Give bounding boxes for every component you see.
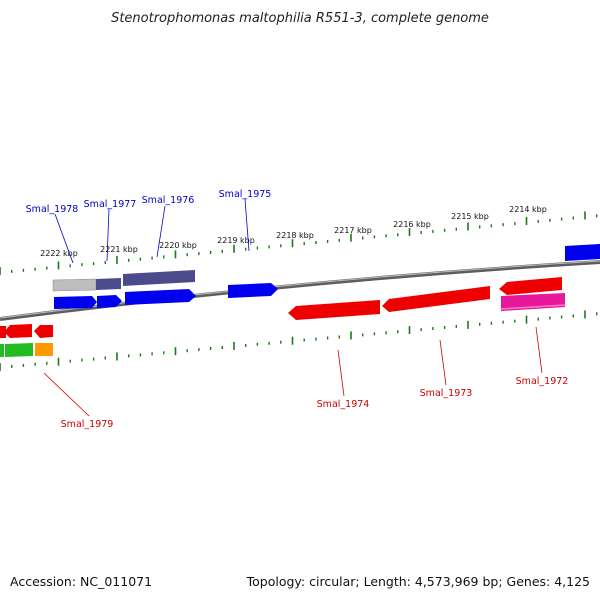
- gene-label-smal-1977[interactable]: Smal_1977: [84, 199, 137, 210]
- kbp-label-2222: 2222 kbp: [40, 249, 78, 258]
- cds-smal-1975[interactable]: [228, 283, 278, 298]
- gene-smal-1972-feature-shade: [500, 304, 566, 310]
- callout-line-smal-1972: [535, 326, 543, 374]
- callout-line-smal-1974: [337, 349, 345, 397]
- kbp-label-2218: 2218 kbp: [276, 231, 314, 240]
- kbp-label-2216: 2216 kbp: [393, 220, 431, 229]
- upper-tick-row: [0, 211, 598, 275]
- callout-line-smal-1973: [439, 339, 447, 386]
- gene-left-edge-green[interactable]: [0, 344, 4, 357]
- gene-label-smal-1978[interactable]: Smal_1978: [26, 204, 79, 215]
- gene-label-smal-1974[interactable]: Smal_1974: [317, 399, 370, 410]
- cds-smal-1977[interactable]: [97, 295, 122, 308]
- gene-smal-1977-feature[interactable]: [96, 278, 121, 290]
- cds-left-edge-1[interactable]: [0, 326, 6, 338]
- callout-line-smal-1975: [244, 198, 250, 252]
- kbp-label-2221: 2221 kbp: [100, 245, 138, 254]
- lower-tick-row: [0, 310, 598, 371]
- callout-line-smal-1976: [156, 205, 166, 258]
- kbp-label-2219: 2219 kbp: [217, 236, 255, 245]
- gene-orange-feature[interactable]: [35, 343, 53, 356]
- gene-label-smal-1975[interactable]: Smal_1975: [219, 189, 272, 200]
- gene-smal-1978-feature[interactable]: [52, 278, 97, 292]
- kbp-label-2215: 2215 kbp: [451, 212, 489, 221]
- genome-backbone: [0, 260, 600, 321]
- callout-line-smal-1978: [54, 213, 74, 264]
- cds-smal-1976[interactable]: [125, 289, 196, 305]
- cds-smal-1973[interactable]: [382, 286, 490, 312]
- gene-smal-1976-feature[interactable]: [123, 270, 195, 286]
- kbp-label-2217: 2217 kbp: [334, 226, 372, 235]
- kbp-label-2214: 2214 kbp: [509, 205, 547, 214]
- cds-offscreen-forward[interactable]: [565, 244, 600, 261]
- callout-line-smal-1979: [43, 372, 90, 417]
- gene-label-smal-1972[interactable]: Smal_1972: [516, 376, 569, 387]
- gene-smal-1979-feature[interactable]: [5, 343, 33, 357]
- cds-smal-1979[interactable]: [4, 324, 32, 338]
- gene-label-smal-1973[interactable]: Smal_1973: [420, 388, 473, 399]
- callout-line-smal-1977: [106, 208, 110, 262]
- gene-label-smal-1979[interactable]: Smal_1979: [61, 419, 114, 430]
- map-title: Stenotrophomonas maltophilia R551-3, com…: [111, 11, 489, 26]
- cds-smal-1978[interactable]: [54, 296, 97, 309]
- accession-text: Accession: NC_011071: [10, 574, 152, 589]
- cds-left-edge-2[interactable]: [34, 325, 53, 338]
- gene-label-smal-1976[interactable]: Smal_1976: [142, 195, 195, 206]
- genome-summary-text: Topology: circular; Length: 4,573,969 bp…: [246, 574, 590, 589]
- cds-smal-1972[interactable]: [499, 277, 562, 295]
- kbp-label-2220: 2220 kbp: [159, 241, 197, 250]
- cds-smal-1974[interactable]: [288, 300, 380, 320]
